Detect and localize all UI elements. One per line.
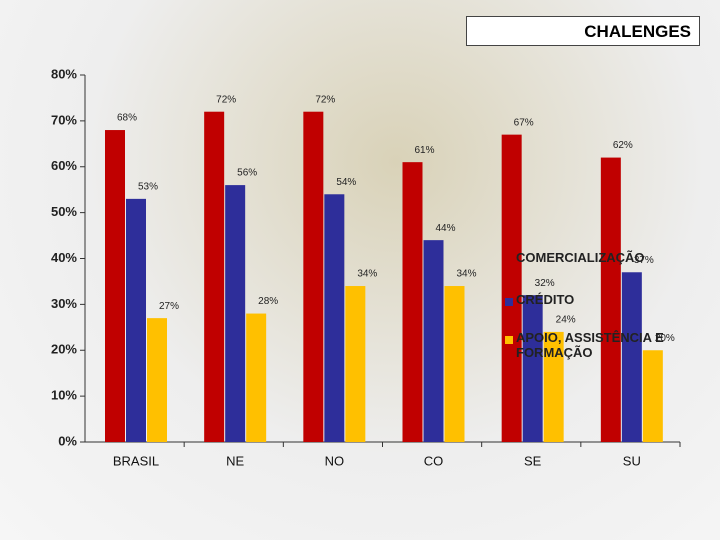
value-label: 72% (216, 94, 236, 105)
bar (522, 295, 543, 442)
value-label: 54% (336, 177, 356, 188)
bar (444, 286, 465, 442)
x-tick-label: BRASIL (113, 453, 159, 468)
bar (246, 313, 267, 442)
value-label: 56% (237, 168, 257, 179)
x-tick-label: SE (524, 453, 542, 468)
x-tick-label: NO (325, 453, 345, 468)
bar (147, 318, 167, 442)
value-label: 67% (514, 117, 534, 128)
value-label: 34% (456, 269, 476, 280)
y-tick-label: 0% (58, 433, 77, 448)
bar (303, 111, 324, 442)
bar (501, 134, 522, 442)
bar (402, 162, 423, 442)
value-label: 53% (138, 182, 158, 193)
chart-title: CHALENGES (466, 16, 700, 46)
bar (642, 350, 663, 442)
value-label: 44% (435, 223, 455, 234)
value-label: 62% (613, 140, 633, 151)
bar (225, 185, 246, 442)
legend-swatch (505, 336, 513, 344)
value-label: 27% (159, 301, 179, 312)
value-label: 72% (315, 94, 335, 105)
bar (324, 194, 345, 442)
legend-swatch (505, 298, 513, 306)
value-label: 34% (357, 269, 377, 280)
value-label: 68% (117, 113, 137, 124)
value-label: 28% (258, 296, 278, 307)
legend-label: APOIO, ASSISTÊNCIA E FORMAÇÃO (516, 330, 664, 360)
bar (600, 157, 621, 442)
bar (105, 130, 125, 443)
y-tick-label: 80% (51, 66, 77, 81)
y-tick-label: 70% (51, 112, 77, 127)
y-tick-label: 30% (51, 296, 77, 311)
x-tick-label: SU (623, 453, 641, 468)
value-label: 37% (634, 255, 654, 266)
y-tick-label: 50% (51, 204, 77, 219)
x-tick-label: CO (424, 453, 444, 468)
value-label: 32% (535, 278, 555, 289)
bar (621, 272, 642, 442)
y-tick-label: 10% (51, 388, 77, 403)
legend-label: CRÉDITO (516, 292, 575, 307)
legend-label: COMERCIALIZAÇÃO (516, 250, 645, 265)
y-tick-label: 60% (51, 158, 77, 173)
bar (126, 198, 146, 442)
bar (204, 111, 225, 442)
bar (423, 240, 444, 442)
x-tick-label: NE (226, 453, 244, 468)
y-tick-label: 40% (51, 250, 77, 265)
value-label: 61% (414, 145, 434, 156)
y-tick-label: 20% (51, 342, 77, 357)
value-label: 24% (556, 315, 576, 326)
bar (543, 331, 564, 442)
value-label: 20% (655, 333, 675, 344)
legend-swatch (505, 256, 513, 264)
bar (345, 286, 366, 442)
